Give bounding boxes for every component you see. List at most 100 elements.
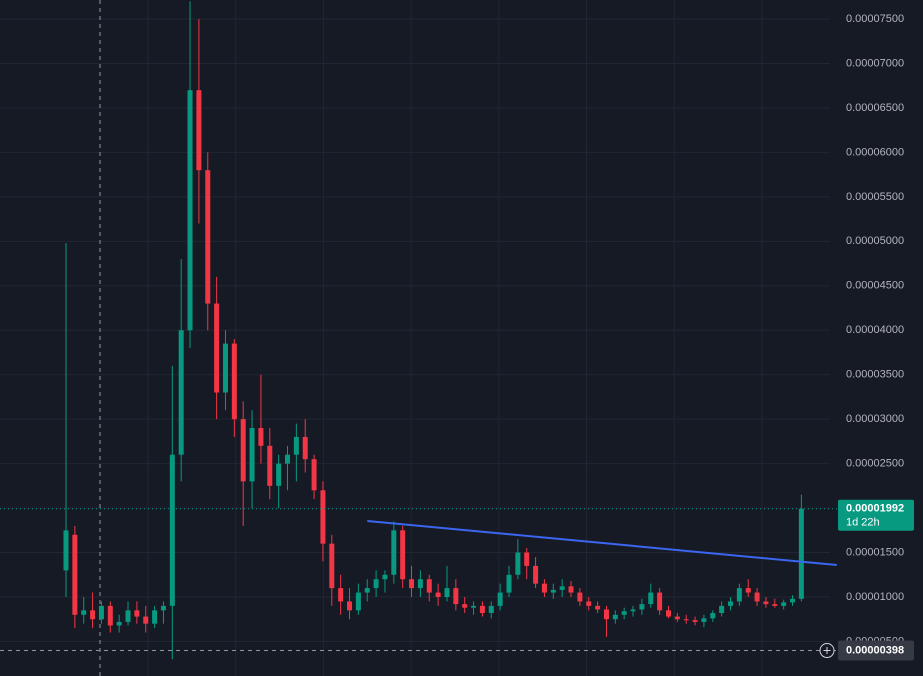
- candle-body: [462, 604, 468, 608]
- candle-body: [630, 609, 636, 612]
- candle-body: [63, 530, 69, 571]
- candle-body: [347, 601, 353, 611]
- trendline: [367, 519, 837, 566]
- candle-body: [258, 428, 264, 446]
- y-tick-label: 0.00003500: [846, 369, 904, 381]
- candle-body: [728, 601, 733, 606]
- candle-body: [249, 428, 255, 482]
- candle-body: [293, 436, 299, 455]
- y-tick-label: 0.00004000: [846, 324, 904, 336]
- candle-body: [98, 605, 104, 620]
- candle-body: [302, 436, 308, 460]
- candle-body: [444, 588, 450, 598]
- y-tick-label: 0.00007000: [846, 57, 904, 69]
- candle-body: [417, 579, 423, 589]
- crosshair-label: 0.00000398: [846, 644, 904, 656]
- candle-body: [267, 445, 273, 486]
- candle-body: [355, 592, 361, 611]
- candle-body: [798, 508, 804, 599]
- candle-body: [320, 490, 326, 544]
- candle-body: [674, 616, 680, 620]
- candle-body: [665, 610, 671, 617]
- candle-body: [701, 618, 707, 622]
- candle-body: [178, 330, 184, 455]
- candle-body: [72, 534, 78, 615]
- y-tick-label: 0.00003000: [846, 413, 904, 425]
- candle-body: [497, 592, 503, 606]
- candle-body: [240, 419, 246, 482]
- candle-body: [515, 552, 521, 575]
- price-axis: 0.000005000.000010000.000015000.00002000…: [846, 13, 904, 647]
- candle-body: [231, 343, 237, 420]
- candle-body: [471, 605, 477, 608]
- grid: [0, 0, 830, 676]
- candle-body: [745, 588, 751, 593]
- candle-body: [391, 530, 397, 575]
- candle-body: [338, 588, 344, 602]
- candle-body: [125, 610, 131, 622]
- candle-body: [736, 588, 742, 602]
- candle-body: [453, 588, 459, 605]
- candle-body: [409, 579, 415, 589]
- y-tick-label: 0.00007500: [846, 13, 904, 25]
- candle-body: [222, 343, 228, 393]
- last-price-label: 0.00001992: [846, 503, 904, 515]
- candle-body: [160, 605, 166, 611]
- candle-body: [719, 605, 725, 614]
- candle-body: [648, 592, 654, 605]
- candle-body: [710, 613, 716, 619]
- candle-body: [657, 592, 663, 611]
- y-tick-label: 0.00006500: [846, 102, 904, 114]
- candle-body: [479, 605, 485, 614]
- candle-body: [426, 579, 432, 593]
- candle-body: [754, 592, 760, 602]
- y-tick-label: 0.00005000: [846, 235, 904, 247]
- candle-body: [568, 586, 574, 593]
- candle-body: [692, 620, 698, 622]
- candle-body: [763, 601, 769, 605]
- y-tick-label: 0.00005500: [846, 191, 904, 203]
- candle-body: [488, 605, 494, 614]
- candle-body: [169, 454, 175, 606]
- candle-body: [364, 588, 370, 593]
- candle-body: [435, 592, 441, 598]
- candle-body: [603, 609, 609, 620]
- candle-body: [621, 611, 627, 615]
- candle-body: [586, 601, 592, 606]
- candle-body: [196, 90, 202, 171]
- candle-body: [639, 604, 645, 610]
- last-price-box: [838, 499, 914, 531]
- candle-body: [506, 574, 512, 593]
- candle-body: [143, 616, 149, 624]
- candle-body: [214, 303, 220, 393]
- candle-body: [81, 610, 87, 615]
- candle-body: [329, 543, 335, 589]
- candle-body: [152, 610, 158, 624]
- plot-area: [0, 1, 838, 660]
- candle-body: [285, 454, 290, 464]
- y-tick-label: 0.00006000: [846, 146, 904, 158]
- candle-body: [276, 463, 282, 486]
- add-alert-icon: [823, 647, 831, 655]
- candle-body: [524, 552, 530, 566]
- candle-body: [187, 90, 193, 331]
- candle-body: [311, 459, 317, 491]
- candle-body: [790, 598, 796, 603]
- candle-body: [772, 604, 778, 606]
- candle-body: [90, 610, 96, 620]
- countdown-label: 1d 22h: [846, 517, 880, 529]
- candle-body: [400, 530, 406, 580]
- candle-body: [107, 605, 113, 626]
- price-labels: 0.00001992 1d 22h 0.00000398: [819, 499, 914, 661]
- candle-body: [134, 610, 140, 617]
- candle-body: [559, 586, 565, 590]
- candle-body: [683, 619, 689, 621]
- candle-body: [116, 621, 122, 626]
- y-tick-label: 0.00002500: [846, 458, 904, 470]
- candle-body: [205, 170, 211, 304]
- y-tick-label: 0.00001000: [846, 591, 904, 603]
- candle-body: [577, 592, 583, 602]
